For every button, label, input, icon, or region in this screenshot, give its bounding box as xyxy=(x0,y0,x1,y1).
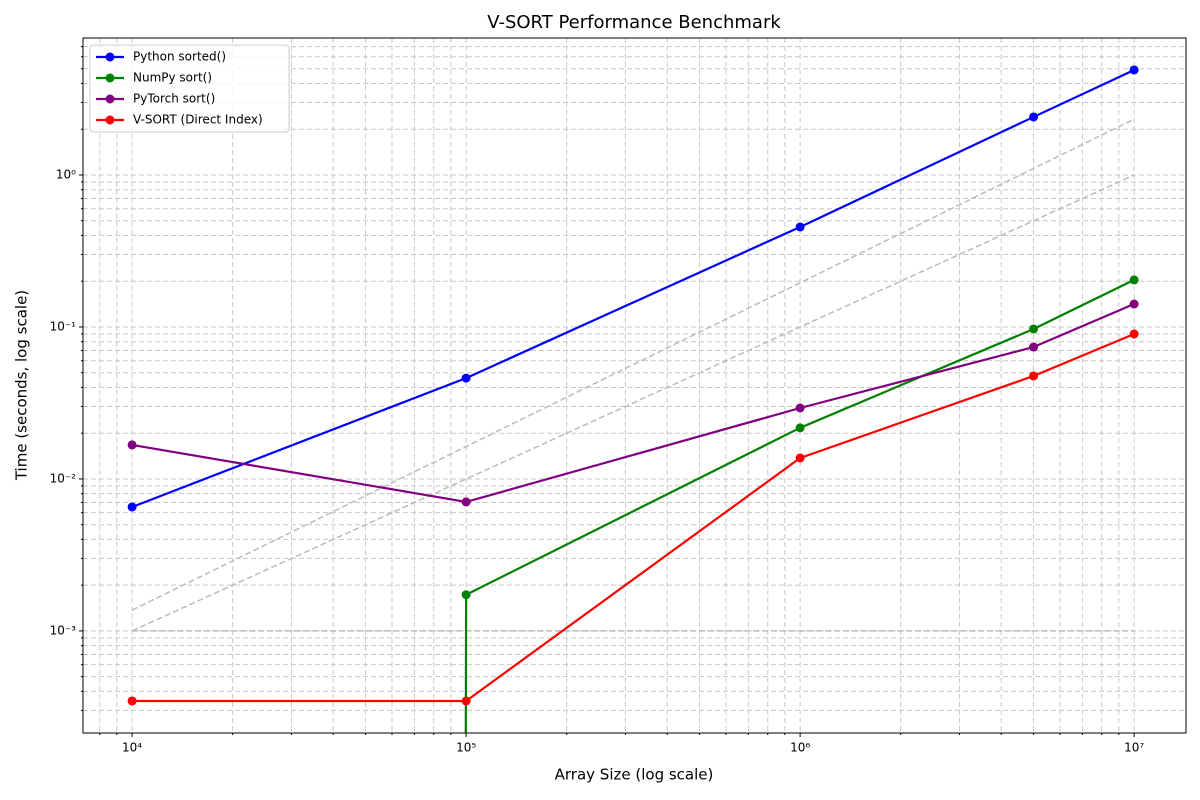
data-point xyxy=(1129,275,1139,285)
legend: Python sorted() NumPy sort() PyTorch sort(… xyxy=(89,44,290,133)
data-point xyxy=(795,403,805,413)
data-point xyxy=(127,440,137,450)
reference-line xyxy=(131,118,1135,611)
data-point xyxy=(1029,342,1039,352)
data-point xyxy=(1029,112,1039,122)
data-point xyxy=(1129,329,1139,339)
grid xyxy=(83,38,1186,733)
data-point xyxy=(1129,65,1139,75)
legend-marker xyxy=(105,52,115,62)
data-point xyxy=(795,423,805,433)
y-tick-label: 10⁻² xyxy=(50,471,77,485)
plot-area xyxy=(127,65,1139,733)
legend-marker xyxy=(105,94,115,104)
data-point xyxy=(1129,299,1139,309)
legend-marker xyxy=(105,115,115,125)
legend-label: NumPy sort() xyxy=(133,71,212,85)
data-point xyxy=(461,590,471,600)
data-point xyxy=(795,222,805,232)
data-point xyxy=(795,453,805,463)
data-point xyxy=(127,502,137,512)
y-axis-label: Time (seconds, log scale) xyxy=(13,290,31,481)
chart-title: V-SORT Performance Benchmark xyxy=(487,12,781,33)
x-tick-label: 10⁶ xyxy=(790,741,810,755)
y-tick-label: 10⁰ xyxy=(56,168,76,182)
reference-line xyxy=(131,174,1135,632)
data-point xyxy=(1029,324,1039,334)
data-point xyxy=(461,497,471,507)
legend-label: V-SORT (Direct Index) xyxy=(133,113,263,127)
y-tick-label: 10⁻³ xyxy=(50,623,77,637)
legend-box xyxy=(89,44,290,133)
data-point xyxy=(461,696,471,706)
x-tick-label: 10⁵ xyxy=(456,741,476,755)
x-tick-label: 10⁷ xyxy=(1124,741,1144,755)
legend-label: PyTorch sort() xyxy=(133,92,215,106)
y-tick-label: 10⁻¹ xyxy=(50,319,77,333)
legend-label: Python sorted() xyxy=(133,50,226,64)
data-point xyxy=(127,696,137,706)
axes-frame xyxy=(82,37,1187,734)
x-tick-label: 10⁴ xyxy=(122,741,142,755)
data-point xyxy=(461,373,471,383)
legend-marker xyxy=(105,73,115,83)
data-point xyxy=(1029,371,1039,381)
ticks: 10⁴ 10⁵ 10⁶ 10⁷ 10⁻³ 10⁻² 10⁻¹ 10⁰ xyxy=(50,46,1144,755)
x-axis-label: Array Size (log scale) xyxy=(555,766,714,784)
